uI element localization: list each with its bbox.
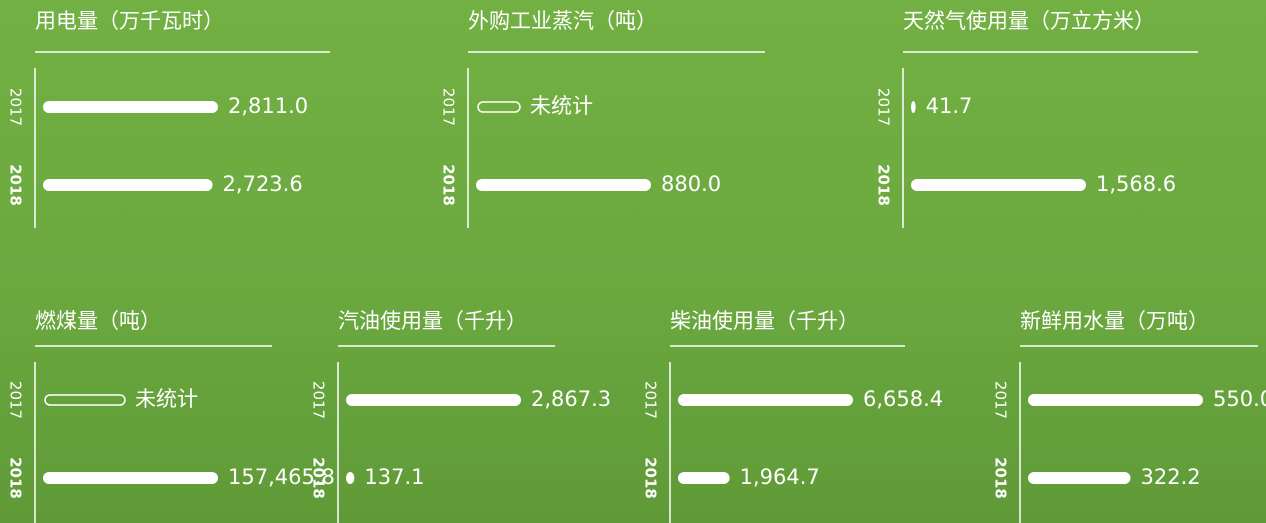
panel-title: 燃煤量（吨） — [35, 309, 161, 333]
bar — [476, 179, 651, 191]
bar — [1028, 394, 1203, 406]
value-label: 880.0 — [661, 172, 721, 196]
panel-title: 柴油使用量（千升） — [670, 309, 859, 333]
value-label: 未统计 — [135, 387, 198, 411]
missing-bar — [477, 101, 521, 113]
value-label: 2,811.0 — [228, 94, 308, 118]
bar — [678, 394, 853, 406]
missing-bar — [44, 394, 126, 406]
year-label: 2018 — [992, 457, 1010, 499]
bar — [678, 472, 730, 484]
value-label: 322.2 — [1141, 465, 1201, 489]
bar — [43, 101, 218, 113]
year-label: 2018 — [875, 164, 893, 206]
year-label: 2018 — [7, 164, 25, 206]
year-label: 2017 — [875, 88, 893, 126]
year-label: 2018 — [642, 457, 660, 499]
panel-title: 汽油使用量（千升） — [338, 309, 527, 333]
value-label: 6,658.4 — [863, 387, 943, 411]
bar — [346, 394, 521, 406]
year-label: 2017 — [7, 88, 25, 126]
value-label: 41.7 — [926, 94, 973, 118]
year-label: 2018 — [440, 164, 458, 206]
bar — [43, 472, 218, 484]
year-label: 2017 — [7, 381, 25, 419]
value-label: 未统计 — [530, 94, 593, 118]
value-label: 137.1 — [364, 465, 424, 489]
value-label: 1,568.6 — [1096, 172, 1176, 196]
panel-title: 用电量（万千瓦时） — [35, 9, 224, 33]
year-label: 2017 — [992, 381, 1010, 419]
year-label: 2017 — [642, 381, 660, 419]
panel-title: 新鲜用水量（万吨） — [1020, 309, 1209, 333]
panel-title: 外购工业蒸汽（吨） — [468, 9, 657, 33]
value-label: 550.0 — [1213, 387, 1266, 411]
value-label: 2,723.6 — [223, 172, 303, 196]
value-label: 2,867.3 — [531, 387, 611, 411]
year-label: 2018 — [7, 457, 25, 499]
bar — [911, 179, 1086, 191]
bar — [911, 101, 916, 113]
year-label: 2017 — [310, 381, 328, 419]
bar — [1028, 472, 1131, 484]
value-label: 1,964.7 — [740, 465, 820, 489]
year-label: 2017 — [440, 88, 458, 126]
value-label: 157,465.8 — [228, 465, 335, 489]
bar — [346, 472, 355, 484]
panel-title: 天然气使用量（万立方米） — [903, 9, 1155, 33]
bar — [43, 179, 213, 191]
year-label: 2018 — [310, 457, 328, 499]
